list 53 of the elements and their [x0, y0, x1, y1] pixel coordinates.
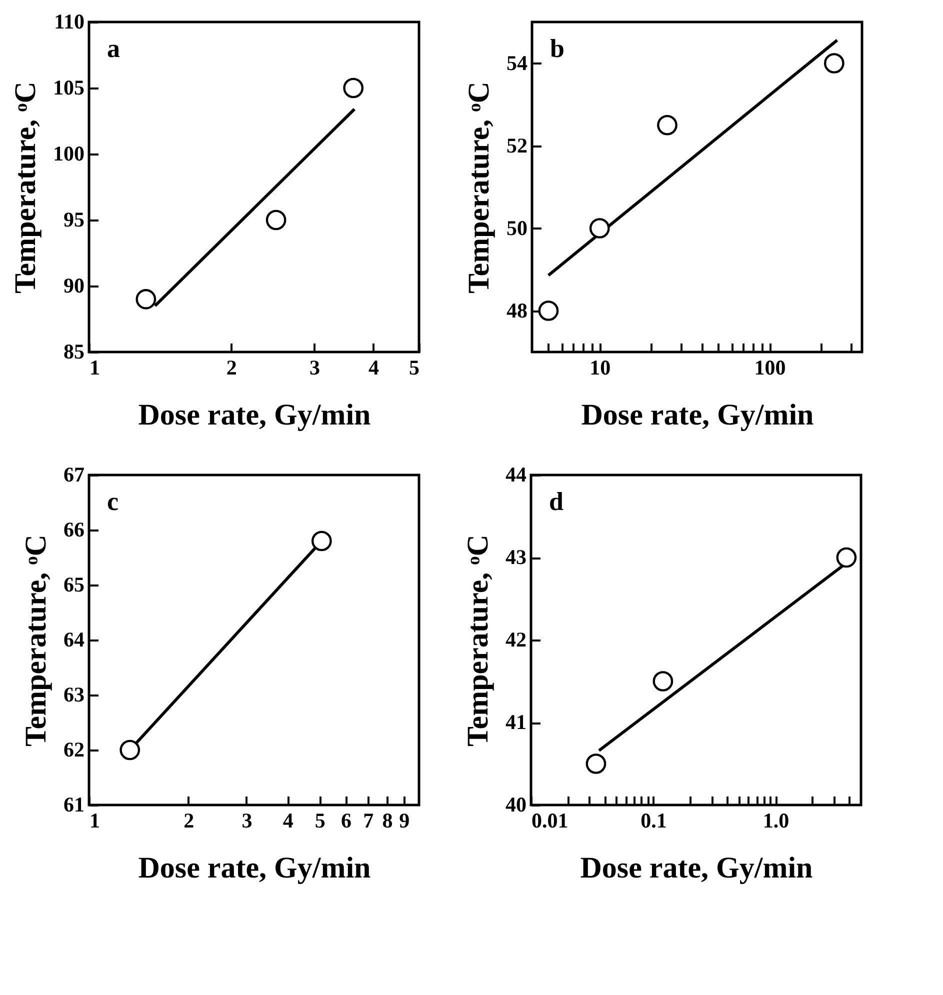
annotation: b	[550, 34, 564, 63]
y-tick-label: 66	[64, 518, 84, 542]
x-tick-label: 10	[590, 356, 611, 380]
x-tick-label: 3	[310, 356, 320, 380]
y-tick-label: 44	[506, 462, 527, 486]
y-tick-label: 95	[64, 208, 84, 232]
x-tick-label: 1	[90, 808, 100, 832]
y-axis-title: Temperature, ᵒC	[462, 534, 494, 746]
y-tick-label: 64	[64, 628, 85, 652]
y-tick-label: 40	[506, 792, 526, 816]
y-axis-title: Temperature, ᵒC	[9, 82, 42, 294]
x-tick-label: 3	[242, 808, 252, 832]
x-tick-label: 2	[184, 808, 194, 832]
x-axis-title: Dose rate, Gy/min	[581, 398, 814, 432]
y-tick-label: 110	[54, 10, 84, 34]
x-axis-title: Dose rate, Gy/min	[138, 852, 372, 884]
y-tick-label: 42	[506, 628, 526, 652]
x-tick-label: 1.0	[762, 808, 790, 832]
y-tick-label: 43	[506, 545, 526, 569]
y-tick-label: 54	[506, 50, 528, 75]
y-tick-label: 63	[64, 682, 84, 706]
x-tick-label: 1	[90, 356, 100, 380]
y-tick-label: 65	[64, 572, 84, 596]
x-axis-title: Dose rate, Gy/min	[580, 852, 814, 884]
y-tick-label: 62	[64, 738, 84, 762]
x-tick-label: 7	[363, 808, 374, 832]
x-tick-label: 5	[409, 356, 420, 380]
x-tick-label: 5	[314, 808, 326, 832]
x-tick-label: 4	[368, 356, 380, 380]
annotation: d	[549, 487, 564, 516]
annotation: c	[107, 487, 119, 516]
y-tick-label: 52	[506, 133, 528, 158]
x-tick-label: 6	[341, 808, 352, 832]
y-tick-label: 50	[506, 216, 528, 240]
y-tick-label: 41	[506, 710, 526, 734]
x-tick-label: 0.01	[532, 808, 568, 832]
x-axis-title: Dose rate, Gy/min	[138, 398, 372, 432]
y-axis-title: Temperature, ᵒC	[20, 534, 52, 746]
y-tick-label: 90	[64, 274, 84, 298]
x-tick-label: 9	[399, 808, 410, 832]
y-tick-label: 48	[506, 298, 528, 322]
x-tick-label: 8	[382, 808, 393, 832]
x-tick-label: 0.1	[640, 808, 667, 832]
x-tick-label: 100	[754, 356, 786, 380]
y-tick-label: 61	[64, 792, 84, 816]
x-tick-label: 4	[282, 808, 294, 832]
annotation: a	[107, 34, 120, 63]
y-tick-label: 85	[64, 340, 84, 364]
y-tick-label: 67	[64, 462, 84, 486]
x-tick-label: 2	[226, 356, 237, 380]
y-axis-title: Temperature, ᵒC	[462, 82, 496, 294]
y-tick-label: 100	[53, 142, 84, 166]
y-tick-label: 105	[53, 76, 84, 100]
